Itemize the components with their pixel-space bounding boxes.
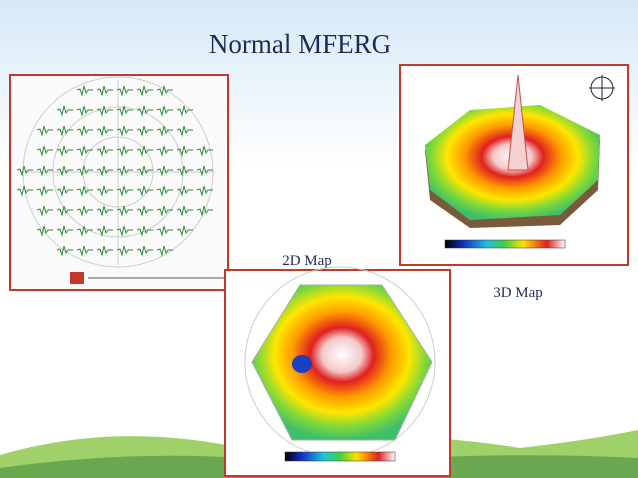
waveform	[176, 205, 193, 217]
waveform	[56, 165, 73, 177]
waveform	[76, 225, 93, 237]
waveform	[116, 205, 133, 217]
waveform	[16, 185, 33, 197]
waveform	[136, 205, 153, 217]
waveform	[196, 185, 213, 197]
waveform	[176, 145, 193, 157]
waveform	[156, 85, 173, 97]
waveform	[156, 185, 173, 197]
waveform	[36, 125, 53, 137]
waveform	[56, 185, 73, 197]
waveform-image	[9, 74, 229, 291]
waveform	[176, 125, 193, 137]
waveform	[76, 125, 93, 137]
waveform	[136, 165, 153, 177]
waveform	[56, 105, 73, 117]
waveform	[76, 145, 93, 157]
waveform	[136, 245, 153, 257]
waveform	[136, 225, 153, 237]
waveform	[56, 225, 73, 237]
map-3d-image	[399, 64, 629, 266]
waveform	[116, 245, 133, 257]
waveform	[36, 225, 53, 237]
waveform	[76, 185, 93, 197]
waveform	[96, 105, 113, 117]
caption-3d: 3D Map	[493, 285, 543, 301]
waveform	[136, 145, 153, 157]
waveform	[96, 165, 113, 177]
caption-2d: 2D Map	[282, 253, 332, 269]
waveform	[96, 145, 113, 157]
waveform	[176, 225, 193, 237]
waveform	[116, 105, 133, 117]
waveform	[176, 165, 193, 177]
waveform	[76, 165, 93, 177]
waveform	[116, 85, 133, 97]
waveform	[76, 205, 93, 217]
waveform	[96, 205, 113, 217]
map-2d-image	[224, 266, 451, 477]
waveform	[116, 225, 133, 237]
waveform	[76, 245, 93, 257]
waveform	[36, 185, 53, 197]
waveform	[116, 145, 133, 157]
waveform	[196, 165, 213, 177]
waveform	[76, 85, 93, 97]
slide-title: Normal MFERG	[209, 29, 391, 59]
waveform	[176, 105, 193, 117]
waveform	[156, 145, 173, 157]
waveform	[16, 165, 33, 177]
waveform	[196, 145, 213, 157]
waveform	[156, 225, 173, 237]
waveform	[96, 185, 113, 197]
waveform	[196, 205, 213, 217]
waveform	[36, 145, 53, 157]
waveform	[136, 85, 153, 97]
waveform	[156, 105, 173, 117]
waveform	[136, 125, 153, 137]
waveform	[156, 125, 173, 137]
waveform	[116, 165, 133, 177]
waveform	[96, 245, 113, 257]
waveform	[156, 165, 173, 177]
waveform	[176, 185, 193, 197]
waveform	[76, 105, 93, 117]
waveform	[116, 185, 133, 197]
waveform	[36, 165, 53, 177]
waveform	[96, 85, 113, 97]
waveform	[156, 245, 173, 257]
waveform	[156, 205, 173, 217]
waveform	[136, 185, 153, 197]
waveform	[136, 105, 153, 117]
waveform	[96, 225, 113, 237]
waveform	[56, 145, 73, 157]
waveform	[56, 125, 73, 137]
waveform	[36, 205, 53, 217]
waveform	[56, 245, 73, 257]
waveform	[96, 125, 113, 137]
waveform	[56, 205, 73, 217]
waveform	[116, 125, 133, 137]
